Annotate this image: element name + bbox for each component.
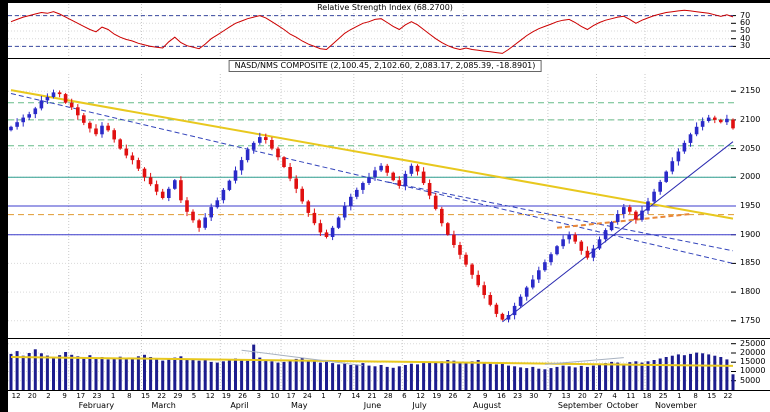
x-week-label: 15 bbox=[141, 392, 150, 400]
rsi-panel-title: Relative Strength Index (68.2700) bbox=[312, 3, 458, 13]
x-month-label: February bbox=[78, 401, 115, 410]
x-week-label: 18 bbox=[642, 392, 652, 400]
x-week-label: 30 bbox=[529, 392, 539, 400]
y-tick-label: 1900 bbox=[740, 229, 761, 239]
x-month-label: March bbox=[151, 401, 176, 410]
y-tick-label: 60 bbox=[740, 18, 751, 28]
panel-separator bbox=[8, 390, 770, 391]
price-panel-title: NASD/NMS COMPOSITE (2,100.45, 2,102.60, … bbox=[228, 60, 542, 72]
x-week-label: 10 bbox=[270, 392, 280, 400]
x-month-label: April bbox=[230, 401, 249, 410]
x-week-label: 27 bbox=[594, 392, 603, 400]
x-week-label: 12 bbox=[11, 392, 21, 400]
window-top-edge bbox=[0, 0, 770, 3]
x-week-label: 23 bbox=[513, 392, 523, 400]
y-tick-label: 20000 bbox=[740, 347, 766, 357]
y-tick-label: 50 bbox=[740, 26, 751, 35]
x-week-label: 23 bbox=[92, 392, 102, 400]
x-week-label: 25 bbox=[658, 392, 668, 400]
y-tick-label: 30 bbox=[740, 41, 751, 51]
x-week-label: 9 bbox=[62, 392, 67, 400]
x-week-label: 12 bbox=[416, 392, 425, 400]
x-week-label: 8 bbox=[127, 392, 132, 400]
y-tick-label: 70 bbox=[740, 10, 751, 20]
x-week-label: 17 bbox=[286, 392, 296, 400]
x-month-label: September bbox=[557, 401, 603, 410]
y-tick-label: 2050 bbox=[740, 143, 761, 153]
x-week-label: 9 bbox=[483, 392, 488, 400]
x-month-label: November bbox=[655, 401, 697, 410]
x-month-label: June bbox=[363, 401, 382, 410]
x-week-label: 3 bbox=[256, 392, 261, 400]
window-left-edge bbox=[0, 0, 8, 412]
x-week-label: 19 bbox=[221, 392, 231, 400]
x-week-label: 2 bbox=[46, 392, 51, 400]
x-week-label: 5 bbox=[191, 392, 197, 400]
x-week-label: 20 bbox=[27, 392, 37, 400]
y-tick-label: 1850 bbox=[740, 258, 761, 268]
y-tick-label: 2000 bbox=[740, 172, 761, 182]
x-month-label: July bbox=[412, 401, 427, 410]
x-month-label: August bbox=[473, 401, 501, 410]
x-week-label: 20 bbox=[577, 392, 587, 400]
x-week-label: 1 bbox=[110, 392, 116, 400]
x-week-label: 12 bbox=[205, 392, 215, 400]
panel-separator bbox=[8, 58, 770, 59]
y-tick-label: 15000 bbox=[740, 357, 766, 367]
x-week-label: 26 bbox=[238, 392, 248, 400]
x-week-label: 11 bbox=[626, 392, 636, 400]
x-week-label: 15 bbox=[707, 392, 717, 400]
y-tick-label: 40 bbox=[740, 33, 751, 43]
y-tick-label: 10000 bbox=[740, 366, 766, 376]
x-week-label: 22 bbox=[157, 392, 167, 400]
x-week-label: 6 bbox=[402, 392, 407, 400]
x-week-label: 4 bbox=[612, 392, 617, 400]
panel-separator bbox=[8, 338, 770, 339]
y-tick-label: 2100 bbox=[740, 114, 761, 124]
x-week-label: 2 bbox=[466, 392, 472, 400]
x-week-label: 13 bbox=[561, 392, 571, 400]
y-tick-label: 1750 bbox=[740, 315, 761, 325]
y-tick-label: 25000 bbox=[740, 338, 766, 348]
x-week-label: 8 bbox=[693, 392, 698, 400]
x-week-label: 26 bbox=[448, 392, 458, 400]
volume-plot bbox=[8, 340, 736, 390]
x-week-label: 7 bbox=[337, 392, 342, 400]
x-week-label: 1 bbox=[677, 392, 682, 400]
x-week-label: 24 bbox=[302, 392, 312, 400]
y-tick-label: 2150 bbox=[740, 86, 761, 96]
price-plot bbox=[8, 74, 736, 338]
x-week-label: 16 bbox=[496, 392, 506, 400]
x-week-label: 7 bbox=[547, 392, 553, 400]
y-tick-label: 1950 bbox=[740, 201, 761, 210]
x-week-label: 19 bbox=[432, 392, 442, 400]
x-axis-month-labels: February March April May June July August Septe… bbox=[0, 401, 770, 411]
x-week-label: 28 bbox=[383, 392, 393, 400]
x-week-label: 29 bbox=[173, 392, 183, 400]
x-axis-week-labels: 12 20 2 9 17 23 1 8 15 22 29 5 12 19 26 3 10 17 24 1 7 14 21 28… bbox=[0, 392, 770, 400]
y-tick-label: 1800 bbox=[740, 287, 761, 297]
x-week-label: 17 bbox=[76, 392, 86, 400]
x-week-label: 14 bbox=[351, 392, 361, 400]
x-week-label: 21 bbox=[367, 392, 377, 400]
x-week-label: 1 bbox=[321, 392, 326, 400]
x-week-label: 22 bbox=[723, 392, 733, 400]
x-month-label: October bbox=[606, 401, 639, 410]
y-tick-label: 5000 bbox=[740, 375, 761, 385]
x-month-label: May bbox=[291, 401, 308, 410]
rsi-plot bbox=[8, 4, 736, 58]
